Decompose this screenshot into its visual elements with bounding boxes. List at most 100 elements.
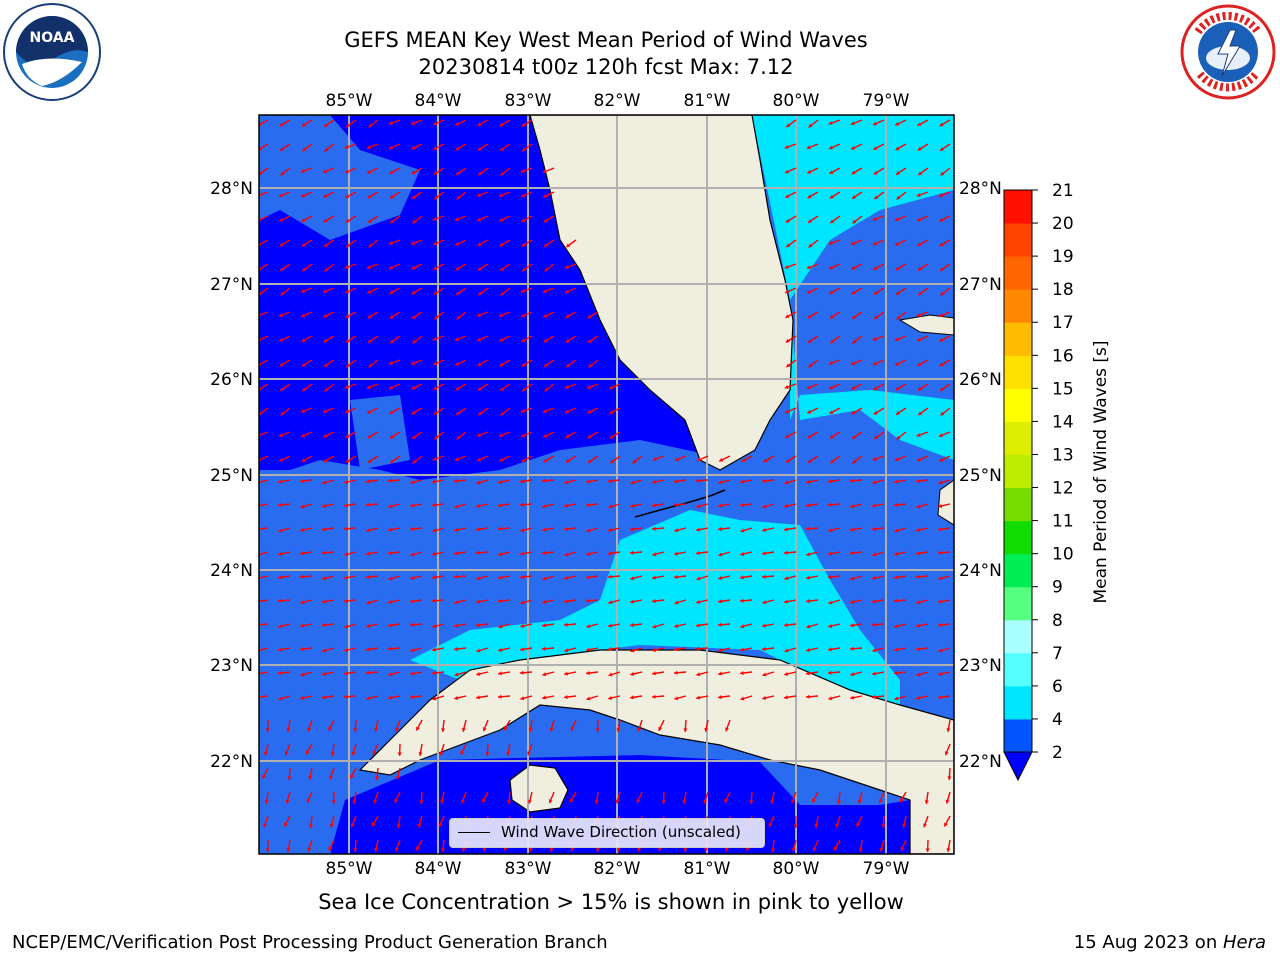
- wind-wave-arrowhead: [850, 478, 854, 483]
- lat-label: 27°N: [210, 275, 253, 295]
- wind-wave-arrowhead: [412, 339, 417, 344]
- wind-wave-arrowhead: [344, 552, 349, 557]
- wind-wave-arrowhead: [740, 575, 744, 580]
- wind-wave-arrowhead: [412, 459, 417, 464]
- wind-wave-arrowhead: [389, 194, 394, 199]
- lat-label: 26°N: [210, 370, 253, 390]
- wind-wave-arrowhead: [345, 434, 350, 438]
- wind-wave-arrowhead: [586, 479, 590, 484]
- wind-wave-arrowhead: [441, 728, 446, 732]
- wind-wave-arrowhead: [791, 799, 796, 804]
- wind-wave-arrowhead: [521, 433, 526, 438]
- wind-wave-arrowhead: [259, 411, 263, 415]
- wind-wave-arrowhead: [828, 528, 833, 533]
- wind-wave-arrowhead: [366, 551, 370, 556]
- wind-wave-arrowhead: [456, 411, 461, 415]
- wind-wave-arrow: [259, 335, 269, 341]
- lon-label: 84°W: [415, 859, 462, 879]
- lon-label: 82°W: [594, 91, 641, 111]
- wind-wave-arrowhead: [500, 267, 505, 271]
- wind-wave-arrowhead: [939, 337, 944, 342]
- wind-wave-arrow: [259, 551, 269, 556]
- wind-wave-arrowhead: [940, 147, 945, 151]
- wind-wave-arrowhead: [784, 648, 789, 653]
- wind-wave-arrowhead: [587, 434, 592, 439]
- wind-wave-arrowhead: [771, 848, 776, 852]
- wind-wave-arrowhead: [305, 750, 310, 755]
- legend-line-icon: [458, 832, 490, 833]
- wind-wave-arrowhead: [588, 363, 593, 368]
- wind-wave-arrowhead: [938, 527, 942, 532]
- wind-wave-arrowhead: [454, 337, 459, 342]
- wind-wave-arrowhead: [278, 575, 282, 580]
- wind-wave-arrowhead: [521, 242, 526, 247]
- wind-wave-arrowhead: [366, 479, 370, 484]
- wind-wave-arrowhead: [499, 457, 504, 462]
- wind-wave-arrowhead: [565, 409, 570, 414]
- wind-wave-arrowhead: [477, 242, 482, 246]
- wind-wave-arrowhead: [878, 799, 883, 804]
- wind-wave-arrowhead: [916, 551, 920, 556]
- wind-wave-arrowhead: [749, 800, 754, 804]
- wind-wave-arrowhead: [837, 800, 842, 804]
- wind-wave-arrowhead: [419, 800, 424, 804]
- wind-wave-arrowhead: [543, 193, 548, 198]
- wind-wave-arrowhead: [895, 266, 900, 271]
- wind-wave-arrowhead: [433, 290, 438, 295]
- wind-wave-arrowhead: [894, 624, 899, 629]
- wind-wave-arrowhead: [894, 337, 899, 342]
- wind-wave-arrowhead: [455, 121, 460, 126]
- wind-wave-arrowhead: [324, 147, 329, 152]
- wind-wave-arrowhead: [300, 695, 305, 700]
- graticule: [259, 115, 954, 854]
- wind-wave-arrowhead: [916, 672, 921, 677]
- wind-wave-arrow: [259, 695, 269, 698]
- colorbar-segment: [1004, 190, 1032, 224]
- wind-wave-arrowhead: [674, 600, 679, 605]
- wind-wave-arrowhead: [323, 433, 328, 438]
- wind-wave-arrowhead: [454, 527, 459, 532]
- wind-wave-arrowhead: [725, 847, 730, 852]
- wind-wave-arrowhead: [873, 386, 878, 390]
- colorbar-segment: [1004, 520, 1032, 555]
- wind-wave-arrowhead: [477, 362, 482, 366]
- map-plot-area: [259, 115, 954, 854]
- wind-wave-arrowhead: [344, 671, 348, 676]
- wind-wave-arrowhead: [328, 846, 333, 851]
- wind-wave-arrowhead: [703, 799, 708, 804]
- colorbar-tick-label: 19: [1052, 247, 1074, 267]
- colorbar-segment: [1004, 553, 1032, 588]
- wind-wave-arrowhead: [278, 433, 283, 438]
- wind-wave-arrowhead: [476, 599, 480, 604]
- wind-wave-arrowhead: [696, 695, 700, 700]
- wind-wave-arrowhead: [542, 527, 546, 532]
- wind-wave-arrowhead: [784, 144, 789, 149]
- wind-wave-arrowhead: [916, 504, 921, 509]
- wind-wave-arrowhead: [366, 696, 371, 701]
- wind-wave-arrowhead: [881, 824, 886, 828]
- wind-wave-arrowhead: [895, 241, 900, 246]
- wind-wave-arrowhead: [265, 848, 270, 852]
- lon-label: 79°W: [863, 859, 910, 879]
- wind-wave-arrowhead: [828, 502, 832, 507]
- wind-wave-arrowhead: [322, 622, 326, 628]
- wind-wave-arrowhead: [630, 527, 634, 532]
- wind-wave-arrowhead: [938, 313, 943, 318]
- wind-wave-arrowhead: [280, 267, 285, 271]
- wind-wave-arrowhead: [460, 750, 465, 755]
- wind-wave-arrowhead: [278, 502, 282, 508]
- wind-wave-arrowhead: [345, 338, 350, 343]
- wind-wave-arrowhead: [850, 241, 855, 246]
- wind-wave-arrowhead: [287, 776, 292, 780]
- wind-wave-arrowhead: [308, 775, 313, 780]
- wind-wave-arrowhead: [939, 122, 944, 127]
- wind-wave-arrowhead: [374, 847, 379, 852]
- wind-wave-arrowhead: [410, 361, 415, 366]
- wind-wave-arrowhead: [828, 360, 833, 365]
- wind-wave-arrow: [259, 599, 269, 603]
- wind-wave-arrowhead: [938, 480, 943, 485]
- wind-wave-arrowhead: [322, 576, 327, 581]
- colorbar-tick-label: 7: [1052, 644, 1063, 664]
- wind-wave-arrowhead: [324, 243, 329, 247]
- wind-wave-arrowhead: [301, 458, 306, 462]
